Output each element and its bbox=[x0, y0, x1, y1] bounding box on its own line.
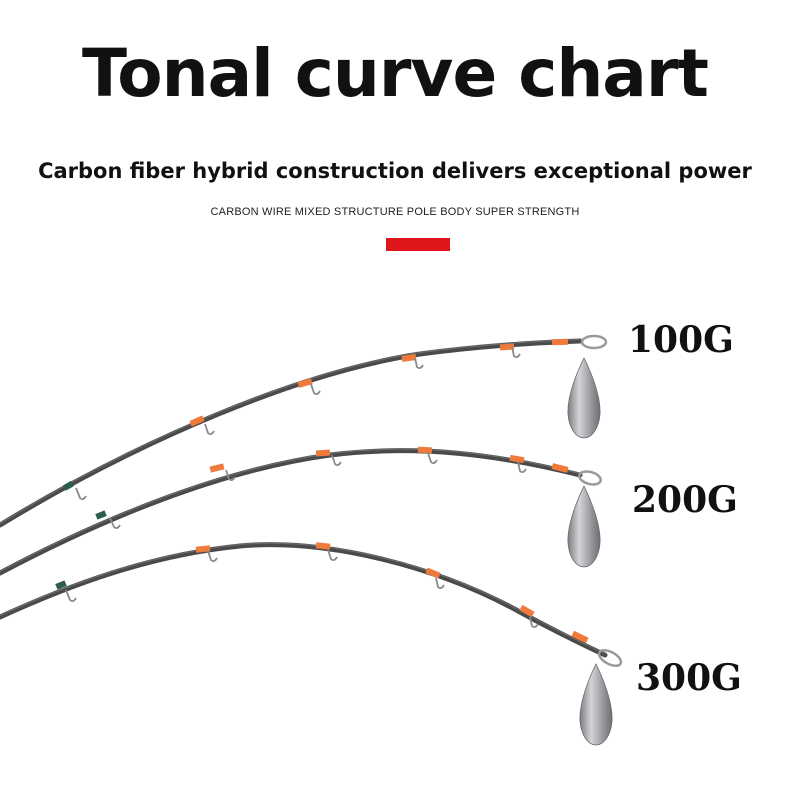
tip-top-ring bbox=[580, 334, 608, 350]
rod-blank bbox=[0, 338, 583, 528]
page-title: Tonal curve chart bbox=[82, 35, 709, 112]
guide-wraps bbox=[63, 338, 569, 491]
subtitle-small: CARBON WIRE MIXED STRUCTURE POLE BODY SU… bbox=[210, 206, 580, 218]
sinker-200g bbox=[567, 485, 601, 568]
subtitle: Carbon fiber hybrid construction deliver… bbox=[38, 159, 752, 183]
rod-blank bbox=[0, 448, 583, 576]
rod-300g bbox=[0, 542, 623, 746]
sinker-300g bbox=[579, 663, 613, 746]
guide-wraps bbox=[55, 542, 589, 644]
load-label-200g: 200G bbox=[632, 479, 738, 521]
rod-200g bbox=[0, 446, 602, 576]
guide-wraps bbox=[95, 446, 569, 520]
rod-blank bbox=[0, 542, 608, 658]
sinker-100g bbox=[567, 357, 601, 439]
load-label-100g: 100G bbox=[628, 319, 734, 361]
tip-top-ring bbox=[578, 470, 602, 486]
rod-100g bbox=[0, 334, 608, 528]
guide-rings bbox=[75, 346, 521, 501]
guide-rings bbox=[65, 549, 539, 629]
load-label-300g: 300G bbox=[636, 657, 742, 699]
guide-rings bbox=[109, 452, 527, 530]
tip-top-ring bbox=[597, 649, 623, 667]
accent-bar bbox=[386, 238, 450, 251]
